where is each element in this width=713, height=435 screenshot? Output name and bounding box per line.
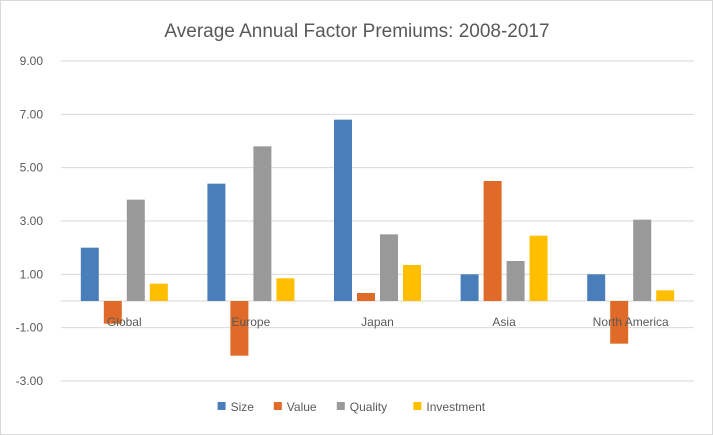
- bar-quality-asia: [506, 261, 525, 301]
- bar-value-north-america: [610, 301, 629, 344]
- x-category-label: Asia: [492, 315, 516, 329]
- legend-label-investment: Investment: [426, 400, 485, 414]
- bar-investment-europe: [276, 278, 295, 301]
- bar-size-global: [80, 247, 99, 301]
- bar-quality-global: [126, 199, 145, 301]
- chart-title: Average Annual Factor Premiums: 2008-201…: [164, 21, 549, 42]
- legend-swatch-quality: [336, 402, 345, 410]
- y-tick-label: 7.00: [20, 107, 44, 121]
- x-axis-categories: Global Europe Japan Asia North America: [107, 315, 669, 329]
- legend-label-quality: Quality: [350, 400, 387, 414]
- x-category-label: Global: [107, 315, 142, 329]
- bar-size-north-america: [587, 274, 606, 301]
- y-tick-label: -3.00: [16, 374, 44, 388]
- bar-value-asia: [483, 181, 502, 301]
- bar-investment-asia: [529, 235, 548, 301]
- x-category-label: Japan: [361, 315, 394, 329]
- bar-quality-europe: [253, 146, 272, 301]
- bar-size-europe: [207, 183, 226, 301]
- y-axis: 9.00 7.00 5.00 3.00 1.00 -1.00 -3.00: [16, 54, 44, 388]
- bar-investment-global: [149, 283, 168, 301]
- bar-value-global: [103, 301, 122, 324]
- bar-quality-japan: [380, 234, 398, 301]
- legend-swatch-value: [273, 402, 282, 410]
- bars: [80, 119, 675, 356]
- legend-label-size: Size: [231, 400, 255, 414]
- legend-label-value: Value: [287, 400, 317, 414]
- bar-size-japan: [334, 119, 352, 302]
- gridlines: [61, 60, 694, 382]
- bar-investment-north-america: [656, 290, 675, 301]
- bar-size-asia: [460, 274, 479, 301]
- y-tick-label: 9.00: [20, 54, 44, 68]
- legend: Size Value Quality Investment: [217, 400, 486, 414]
- legend-swatch-size: [217, 402, 226, 410]
- x-category-label: North America: [593, 315, 669, 329]
- legend-swatch-investment: [413, 402, 422, 410]
- bar-value-japan: [357, 293, 375, 301]
- bar-quality-north-america: [633, 219, 652, 301]
- y-tick-label: 1.00: [20, 267, 44, 281]
- bar-investment-japan: [403, 265, 421, 301]
- bar-value-europe: [230, 301, 249, 356]
- y-tick-label: -1.00: [16, 321, 44, 335]
- y-tick-label: 3.00: [20, 214, 44, 228]
- x-category-label: Europe: [232, 315, 271, 329]
- y-tick-label: 5.00: [20, 161, 44, 175]
